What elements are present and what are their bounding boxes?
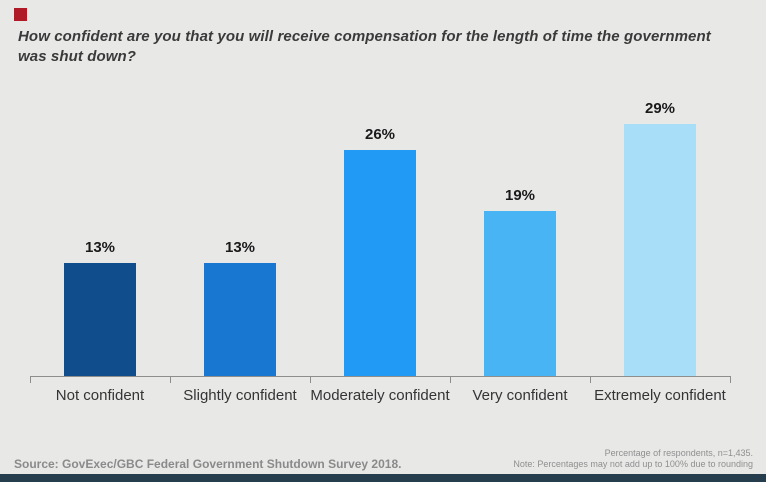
footer-bar xyxy=(0,474,766,482)
x-axis-label: Slightly confident xyxy=(183,387,297,404)
x-axis-label: Very confident xyxy=(472,387,568,404)
x-axis-line xyxy=(30,376,731,377)
bar-value-label: 19% xyxy=(504,187,536,204)
brand-mark-square xyxy=(14,8,27,21)
axis-tick xyxy=(310,376,311,383)
source-note: Source: GovExec/GBC Federal Government S… xyxy=(14,457,402,471)
x-axis-label: Extremely confident xyxy=(594,387,726,404)
axis-tick xyxy=(30,376,31,383)
axis-tick xyxy=(450,376,451,383)
chart-title: How confident are you that you will rece… xyxy=(18,28,711,65)
bar-moderately-confident xyxy=(344,150,416,376)
note-line-2: Note: Percentages may not add up to 100%… xyxy=(513,458,753,469)
x-axis-label: Not confident xyxy=(55,387,145,404)
bar-not-confident xyxy=(64,263,136,376)
x-axis-label: Moderately confident xyxy=(310,387,450,404)
note-line-1: Percentage of respondents, n=1,435. xyxy=(604,448,753,458)
axis-tick xyxy=(730,376,731,383)
bar-slightly-confident xyxy=(204,263,276,376)
plot-area: 13% 13% 26% 19% 29% xyxy=(30,86,730,376)
axis-tick xyxy=(170,376,171,383)
bar-value-label: 29% xyxy=(644,100,676,117)
bar-very-confident xyxy=(484,211,556,376)
axis-tick xyxy=(590,376,591,383)
bar-extremely-confident xyxy=(624,124,696,376)
bar-value-label: 26% xyxy=(364,126,396,143)
bar-value-label: 13% xyxy=(84,239,116,256)
respondents-note: Percentage of respondents, n=1,435. Note… xyxy=(513,448,753,469)
bar-value-label: 13% xyxy=(224,239,256,256)
